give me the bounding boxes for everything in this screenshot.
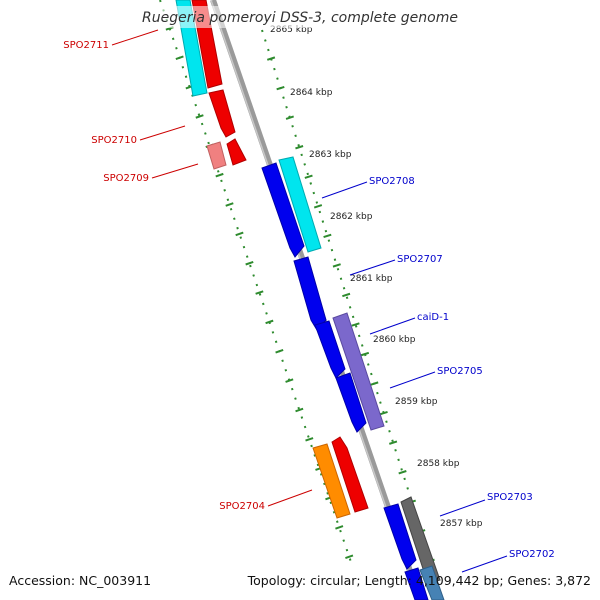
tick-mark bbox=[389, 440, 398, 445]
tick-mark bbox=[305, 437, 314, 442]
tick-mark bbox=[379, 410, 388, 416]
leader-spo2703 bbox=[439, 499, 486, 517]
tick-label: 2864 kbp bbox=[290, 88, 333, 98]
gene-spo2707[interactable] bbox=[293, 256, 327, 331]
tick-mark bbox=[313, 204, 323, 209]
tick-mark bbox=[370, 381, 379, 386]
tick-mark bbox=[175, 55, 184, 60]
tick-mark bbox=[215, 172, 224, 178]
tick-mark bbox=[225, 202, 234, 207]
tick-mark bbox=[295, 145, 304, 150]
gene-spo2709[interactable] bbox=[206, 141, 227, 170]
tick-label: 2863 kbp bbox=[309, 150, 352, 160]
tick-mark bbox=[245, 260, 254, 266]
tick-mark bbox=[266, 56, 276, 61]
tick-mark bbox=[342, 292, 351, 298]
gene-label-spo2710[interactable]: SPO2710 bbox=[91, 135, 137, 146]
tick-mark bbox=[332, 263, 341, 268]
tick-mark bbox=[195, 114, 204, 119]
tick-label: 2865 kbp bbox=[270, 25, 313, 35]
title-backdrop bbox=[140, 6, 460, 28]
tick-mark bbox=[285, 115, 294, 120]
tick-mark bbox=[265, 319, 274, 325]
gene-label-spo2705[interactable]: SPO2705 bbox=[437, 366, 483, 377]
gene-spo2702-steel[interactable] bbox=[419, 565, 445, 600]
tick-mark bbox=[255, 290, 264, 295]
gene-label-spo2702[interactable]: SPO2702 bbox=[509, 549, 555, 560]
gene-labels: SPO2711 SPO2710 SPO2709 SPO2708 SPO2707 … bbox=[63, 40, 554, 560]
gene-spo2710[interactable] bbox=[208, 89, 236, 138]
tick-label: 2860 kbp bbox=[373, 335, 416, 345]
tick-label: 2859 kbp bbox=[395, 397, 438, 407]
gene-spo2705-blue[interactable] bbox=[335, 372, 367, 433]
leader-spo2709 bbox=[151, 163, 199, 179]
leader-spo2710 bbox=[139, 125, 186, 141]
tick-mark bbox=[235, 231, 244, 237]
tick-label: 2862 kbp bbox=[330, 212, 373, 222]
tick-label: 2861 kbp bbox=[350, 274, 393, 284]
tick-mark bbox=[360, 351, 370, 357]
leader-spo2704 bbox=[267, 489, 313, 507]
tick-mark bbox=[335, 525, 344, 530]
tick-label: 2858 kbp bbox=[417, 459, 460, 469]
gene-spo2702-blue[interactable] bbox=[404, 567, 429, 600]
tick-label: 2857 kbp bbox=[440, 519, 483, 529]
gene-spo2703-gray[interactable] bbox=[400, 496, 441, 585]
gene-spo2709-b[interactable] bbox=[226, 138, 247, 166]
genome-summary-text: Topology: circular; Length: 4,109,442 bp… bbox=[247, 573, 591, 588]
leader-spo2711 bbox=[111, 29, 159, 46]
gene-spo2704-orange[interactable] bbox=[312, 443, 351, 519]
gene-spo2703-blue[interactable] bbox=[383, 503, 417, 570]
gene-label-leaders bbox=[111, 29, 508, 573]
inner-tick-guide bbox=[261, 29, 433, 566]
tick-mark bbox=[295, 407, 304, 413]
gene-label-spo2711[interactable]: SPO2711 bbox=[63, 40, 109, 51]
leader-caid-1 bbox=[369, 317, 416, 335]
gene-spo2708-cyan[interactable] bbox=[278, 156, 322, 253]
tick-mark bbox=[351, 322, 360, 327]
map-title: Ruegeria pomeroyi DSS-3, complete genome bbox=[142, 10, 458, 26]
leader-spo2707 bbox=[349, 259, 396, 276]
gene-spo2705-purple[interactable] bbox=[332, 312, 385, 431]
tick-mark bbox=[275, 349, 284, 354]
tick-mark bbox=[398, 470, 407, 475]
accession-text: Accession: NC_003911 bbox=[9, 573, 152, 588]
gene-spo2708-blue[interactable] bbox=[261, 162, 305, 258]
gene-label-spo2704[interactable]: SPO2704 bbox=[219, 501, 265, 512]
gene-label-spo2709[interactable]: SPO2709 bbox=[103, 173, 149, 184]
leader-spo2702 bbox=[461, 555, 508, 573]
tick-mark bbox=[323, 233, 332, 239]
tick-mark bbox=[345, 554, 354, 559]
outer-tick-guide bbox=[159, 0, 353, 566]
tick-mark bbox=[304, 174, 313, 179]
leader-spo2705 bbox=[389, 371, 436, 389]
gene-caid-1[interactable] bbox=[314, 320, 346, 379]
gene-label-spo2707[interactable]: SPO2707 bbox=[397, 254, 443, 265]
gene-label-spo2703[interactable]: SPO2703 bbox=[487, 492, 533, 503]
tick-mark bbox=[285, 378, 294, 383]
tick-mark bbox=[276, 85, 285, 91]
gene-label-spo2708[interactable]: SPO2708 bbox=[369, 176, 415, 187]
gene-label-caid-1[interactable]: caiD-1 bbox=[417, 312, 449, 323]
tick-labels: 2865 kbp 2864 kbp 2863 kbp 2862 kbp 2861… bbox=[270, 25, 483, 529]
tick-marks bbox=[165, 26, 435, 564]
leader-spo2708 bbox=[321, 181, 368, 199]
gene-spo2704-red[interactable] bbox=[331, 436, 369, 513]
